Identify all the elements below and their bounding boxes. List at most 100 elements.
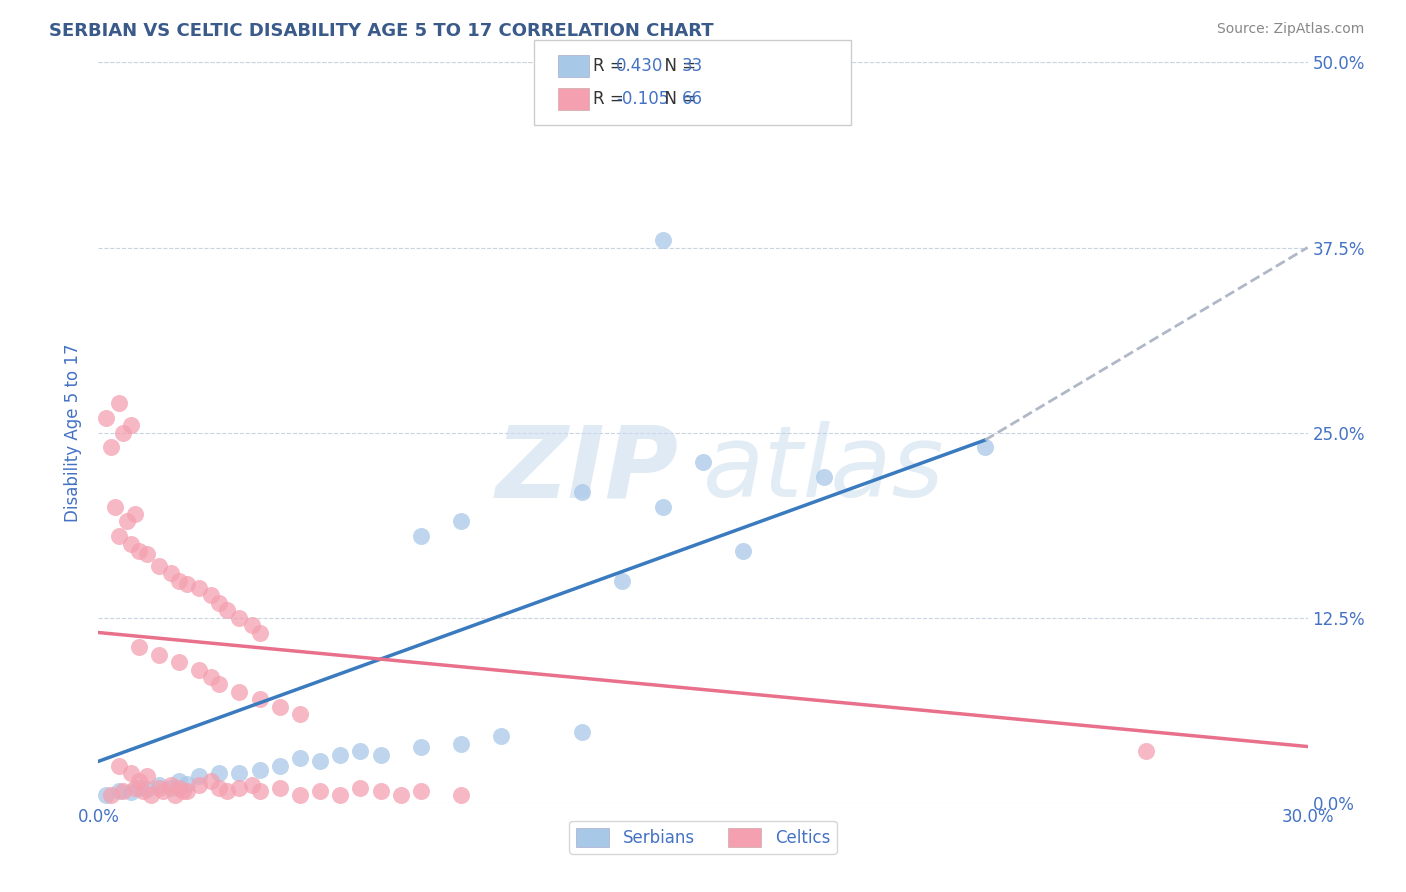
Point <box>120 766 142 780</box>
Point <box>491 729 513 743</box>
Point <box>167 574 190 588</box>
Point <box>249 692 271 706</box>
Point <box>409 739 432 754</box>
Point <box>124 780 146 795</box>
Point <box>208 766 231 780</box>
Point <box>813 470 835 484</box>
Text: ZIP: ZIP <box>496 421 679 518</box>
Legend: Serbians, Celtics: Serbians, Celtics <box>569 822 837 854</box>
Y-axis label: Disability Age 5 to 17: Disability Age 5 to 17 <box>65 343 83 522</box>
Point <box>111 425 134 440</box>
Point <box>269 780 291 795</box>
Point <box>128 780 150 795</box>
Point <box>100 789 122 803</box>
Point <box>135 547 157 561</box>
Point <box>124 507 146 521</box>
Text: -0.105: -0.105 <box>616 90 669 108</box>
Point <box>148 780 170 795</box>
Text: N =: N = <box>654 57 702 75</box>
Point <box>1135 744 1157 758</box>
Point <box>128 773 150 788</box>
Point <box>228 780 250 795</box>
Point <box>132 784 155 798</box>
Point <box>115 515 138 529</box>
Point <box>96 789 118 803</box>
Point <box>163 789 186 803</box>
Point <box>107 784 129 798</box>
Point <box>200 670 222 684</box>
Text: 33: 33 <box>682 57 703 75</box>
Point <box>160 780 183 795</box>
Point <box>349 744 371 758</box>
Point <box>651 233 673 247</box>
Point <box>107 758 129 772</box>
Point <box>249 784 271 798</box>
Point <box>188 769 211 783</box>
Point <box>370 748 392 763</box>
Point <box>228 685 250 699</box>
Point <box>309 755 332 769</box>
Point <box>612 574 634 588</box>
Point <box>249 763 271 777</box>
Point <box>107 529 129 543</box>
Point <box>160 566 183 581</box>
Text: SERBIAN VS CELTIC DISABILITY AGE 5 TO 17 CORRELATION CHART: SERBIAN VS CELTIC DISABILITY AGE 5 TO 17… <box>49 22 714 40</box>
Point <box>370 784 392 798</box>
Point <box>160 778 183 792</box>
Point <box>148 648 170 662</box>
Point <box>148 558 170 573</box>
Point <box>692 455 714 469</box>
Point <box>135 769 157 783</box>
Point <box>148 778 170 792</box>
Point <box>135 782 157 797</box>
Point <box>120 418 142 433</box>
Point <box>288 706 311 721</box>
Point <box>208 677 231 691</box>
Point <box>571 484 593 499</box>
Point <box>120 536 142 550</box>
Point <box>249 625 271 640</box>
Point <box>100 441 122 455</box>
Point <box>974 441 997 455</box>
Point <box>111 784 134 798</box>
Point <box>167 780 190 795</box>
Point <box>188 581 211 595</box>
Point <box>269 699 291 714</box>
Point <box>409 529 432 543</box>
Point <box>167 655 190 669</box>
Point <box>217 603 239 617</box>
Point <box>389 789 412 803</box>
Point <box>176 776 198 790</box>
Point <box>409 784 432 798</box>
Point <box>240 618 263 632</box>
Point <box>228 766 250 780</box>
Point <box>152 784 174 798</box>
Point <box>120 785 142 799</box>
Point <box>176 576 198 591</box>
Point <box>329 748 352 763</box>
Point <box>200 773 222 788</box>
Point <box>128 544 150 558</box>
Point <box>208 780 231 795</box>
Point <box>349 780 371 795</box>
Point <box>188 663 211 677</box>
Point <box>228 610 250 624</box>
Text: 0.430: 0.430 <box>616 57 664 75</box>
Text: Source: ZipAtlas.com: Source: ZipAtlas.com <box>1216 22 1364 37</box>
Point <box>288 789 311 803</box>
Point <box>217 784 239 798</box>
Point <box>329 789 352 803</box>
Point <box>188 778 211 792</box>
Point <box>288 751 311 765</box>
Point <box>651 500 673 514</box>
Point <box>450 737 472 751</box>
Point <box>167 773 190 788</box>
Point <box>128 640 150 655</box>
Point <box>240 778 263 792</box>
Point <box>176 784 198 798</box>
Point <box>269 758 291 772</box>
Point <box>733 544 755 558</box>
Point <box>450 789 472 803</box>
Point <box>139 789 162 803</box>
Point <box>571 724 593 739</box>
